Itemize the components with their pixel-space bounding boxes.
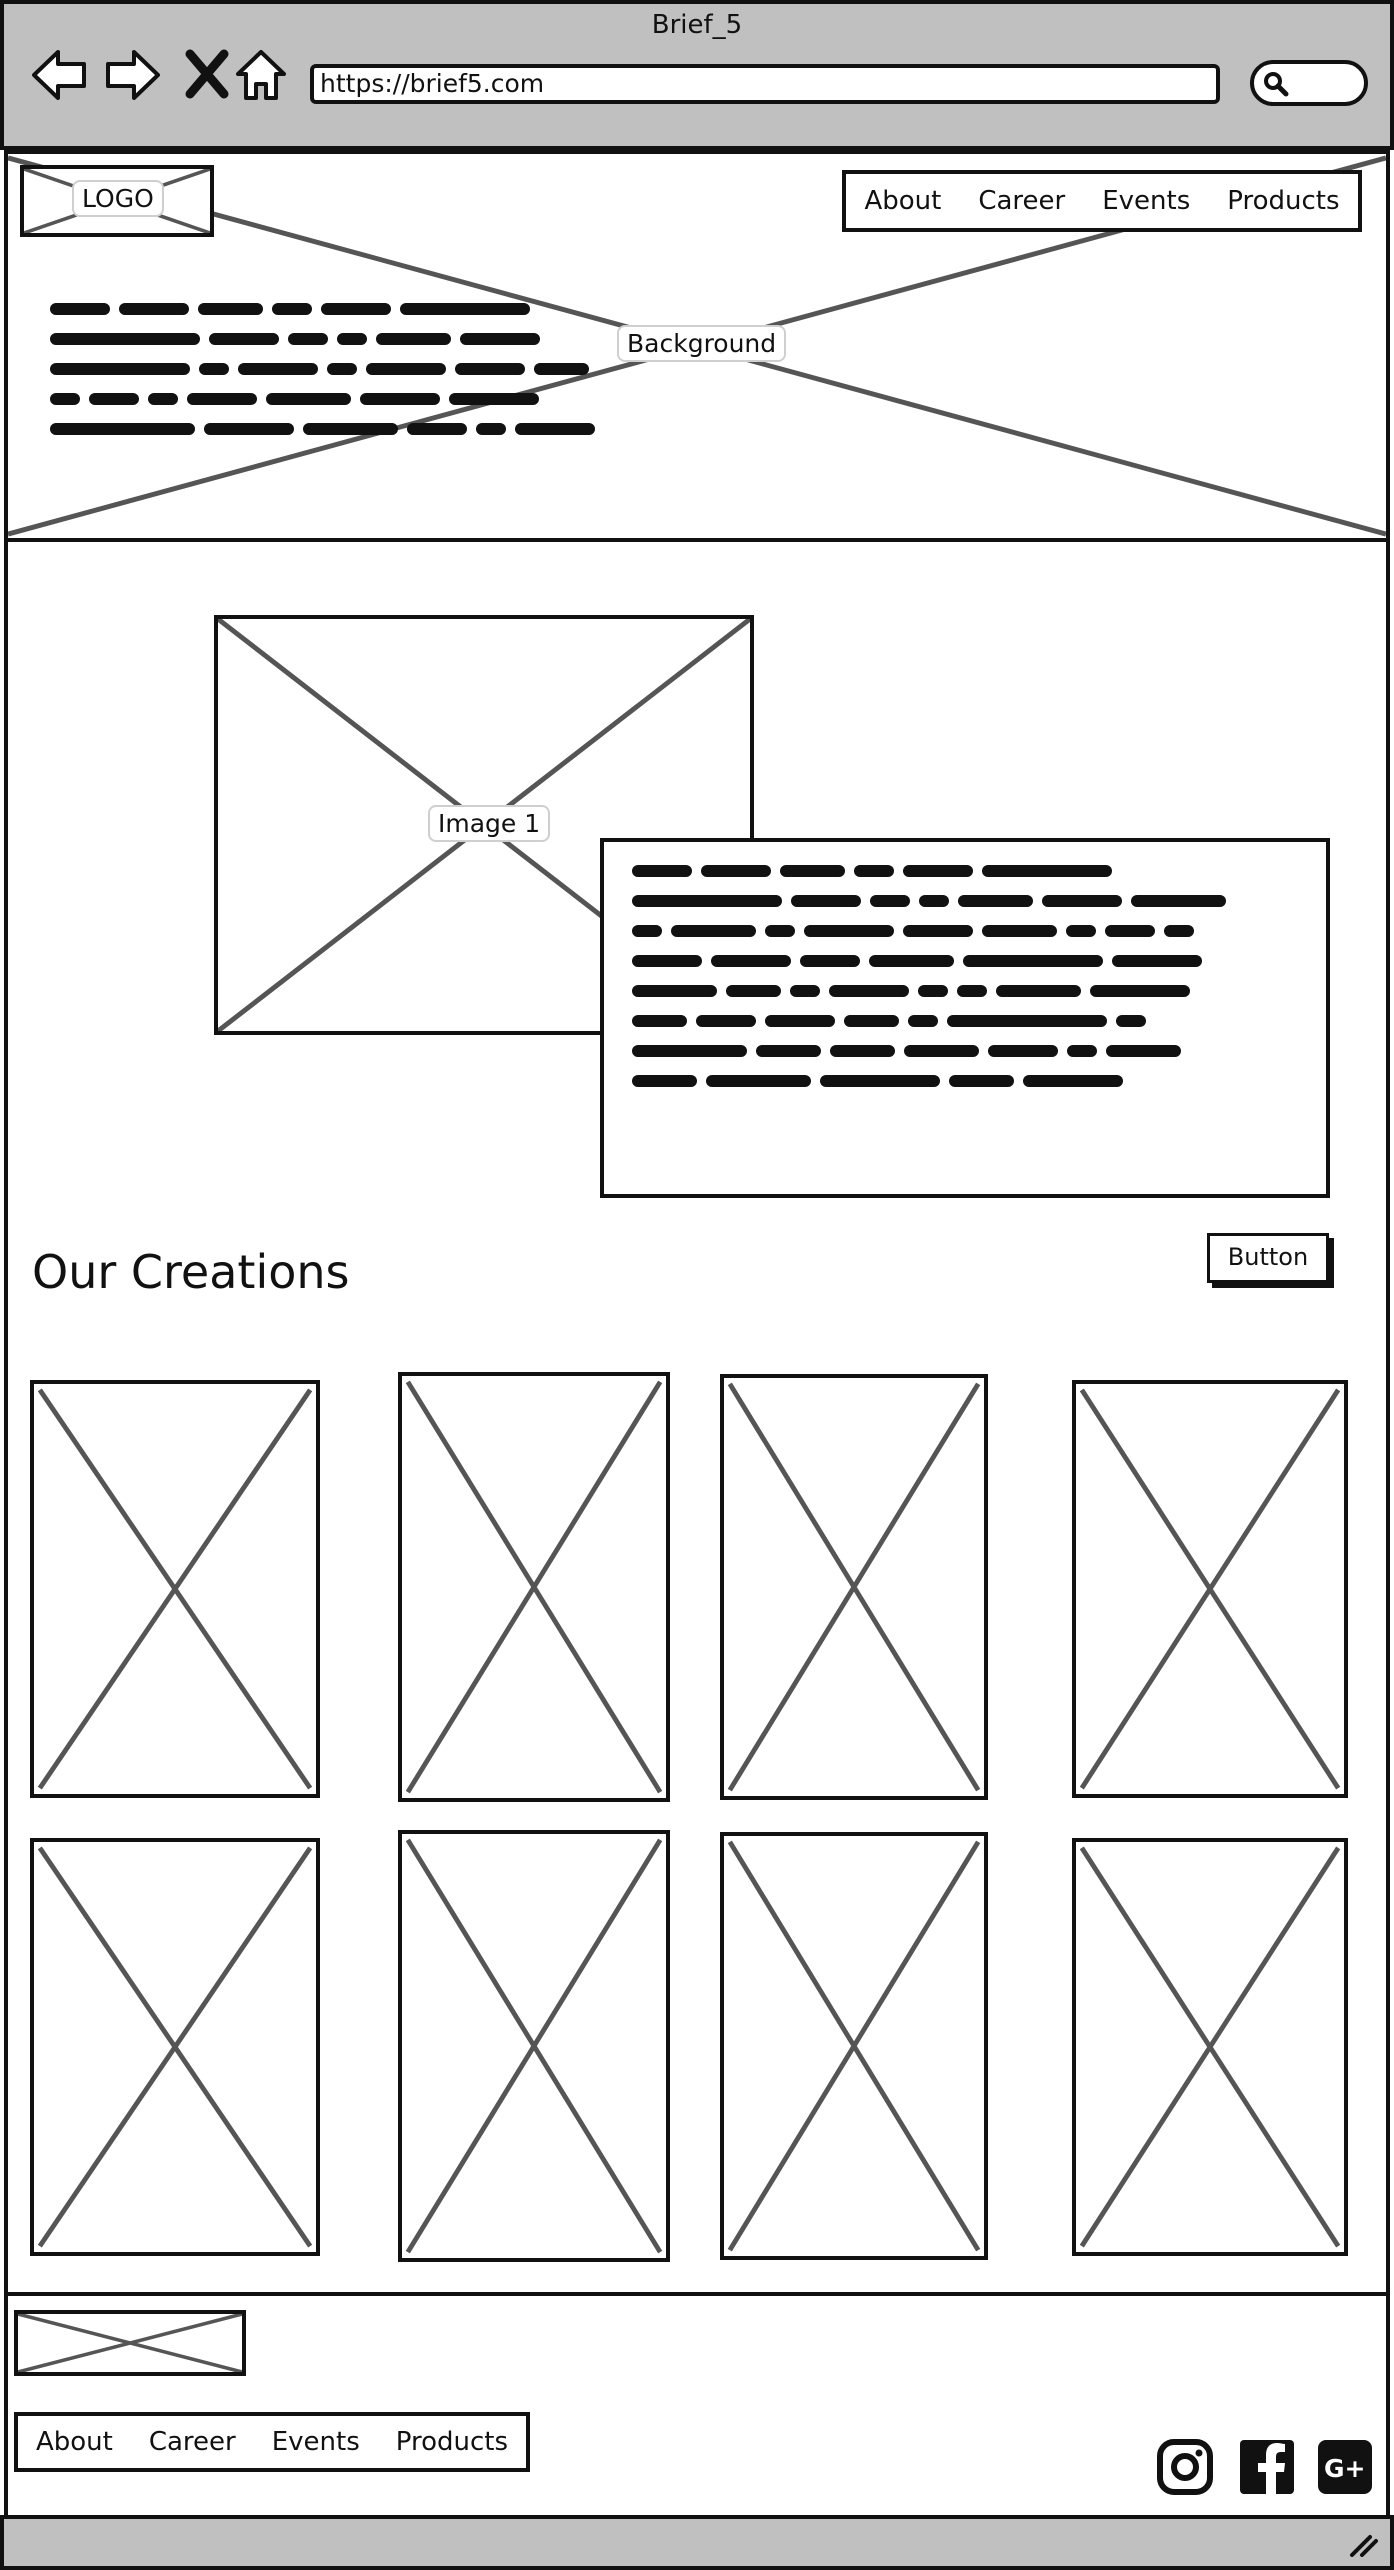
footer-logo-placeholder[interactable] bbox=[14, 2310, 246, 2376]
gallery-item[interactable] bbox=[30, 1380, 320, 1798]
gallery-item[interactable] bbox=[398, 1830, 670, 2262]
status-bar bbox=[0, 2515, 1394, 2570]
footer-nav-products[interactable]: Products bbox=[395, 2427, 508, 2457]
scribble-line bbox=[50, 388, 610, 418]
scribble-line bbox=[632, 950, 1312, 980]
stop-icon[interactable] bbox=[176, 44, 238, 106]
gallery-item[interactable] bbox=[720, 1832, 988, 2260]
scribble-line bbox=[632, 1070, 1312, 1100]
scribble-line bbox=[632, 860, 1312, 890]
header-nav: About Career Events Products bbox=[842, 170, 1362, 232]
intro-text-card bbox=[600, 838, 1330, 1198]
image-1-label: Image 1 bbox=[428, 805, 551, 842]
footer-nav-events[interactable]: Events bbox=[271, 2427, 360, 2457]
scribble-line bbox=[50, 358, 610, 388]
nav-career[interactable]: Career bbox=[978, 186, 1066, 216]
footer bbox=[4, 2292, 1390, 2517]
instagram-icon[interactable] bbox=[1156, 2438, 1214, 2496]
footer-nav: About Career Events Products bbox=[14, 2412, 530, 2472]
svg-text:G+: G+ bbox=[1324, 2454, 1365, 2483]
scribble-line bbox=[632, 980, 1312, 1010]
logo-placeholder[interactable] bbox=[20, 165, 214, 237]
scribble-line bbox=[632, 890, 1312, 920]
back-arrow-icon[interactable] bbox=[28, 44, 90, 106]
scribble-line bbox=[632, 1040, 1312, 1070]
scribble-line bbox=[50, 298, 610, 328]
facebook-icon[interactable] bbox=[1238, 2438, 1296, 2496]
footer-nav-career[interactable]: Career bbox=[148, 2427, 236, 2457]
scribble-line bbox=[50, 418, 610, 448]
main-content bbox=[4, 542, 1390, 2297]
gallery-item[interactable] bbox=[720, 1374, 988, 1800]
footer-nav-about[interactable]: About bbox=[35, 2427, 113, 2457]
resize-grip-icon[interactable] bbox=[1348, 2533, 1378, 2557]
nav-about[interactable]: About bbox=[864, 186, 942, 216]
logo-label: LOGO bbox=[72, 180, 164, 217]
forward-arrow-icon[interactable] bbox=[102, 44, 164, 106]
scribble-line bbox=[632, 920, 1312, 950]
address-bar[interactable]: https://brief5.com bbox=[310, 64, 1220, 104]
search-icon bbox=[1264, 72, 1289, 97]
gallery-item[interactable] bbox=[398, 1372, 670, 1802]
section-heading: Our Creations bbox=[32, 1245, 350, 1299]
nav-products[interactable]: Products bbox=[1227, 186, 1340, 216]
background-label: Background bbox=[617, 325, 787, 362]
creations-button[interactable]: Button bbox=[1207, 1233, 1329, 1283]
google-plus-icon[interactable]: G+ bbox=[1316, 2438, 1374, 2496]
gallery-item[interactable] bbox=[1072, 1380, 1348, 1798]
nav-events[interactable]: Events bbox=[1102, 186, 1191, 216]
hero-text-block bbox=[50, 298, 610, 448]
home-icon[interactable] bbox=[230, 44, 292, 106]
scribble-line bbox=[632, 1010, 1312, 1040]
gallery-item[interactable] bbox=[1072, 1838, 1348, 2256]
browser-search[interactable] bbox=[1250, 60, 1368, 106]
scribble-line bbox=[50, 328, 610, 358]
gallery-item[interactable] bbox=[30, 1838, 320, 2256]
window-title: Brief_5 bbox=[651, 10, 743, 40]
